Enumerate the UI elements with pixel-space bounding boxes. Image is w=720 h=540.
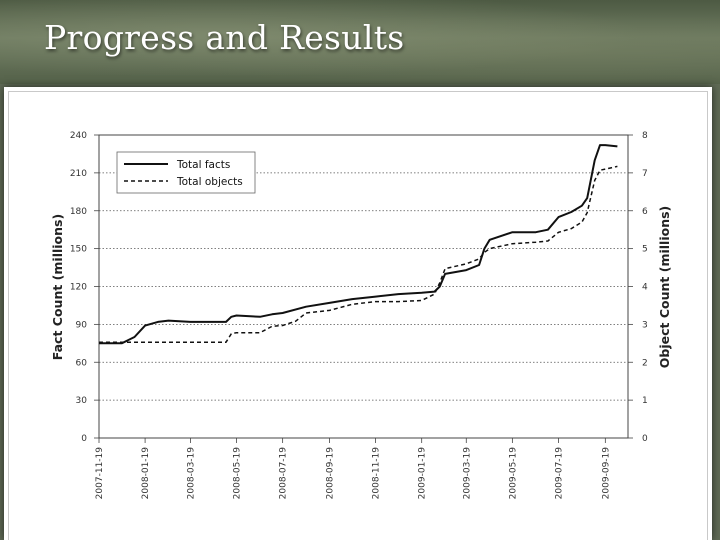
y2-tick-label: 3 (642, 320, 648, 330)
y2-tick-label: 0 (642, 434, 648, 444)
x-tick-label: 2008-01-19 (141, 447, 151, 500)
legend-box (116, 151, 256, 194)
y-tick-label: 60 (76, 358, 88, 368)
y2-tick-label: 6 (642, 207, 648, 217)
y-tick-label: 90 (76, 320, 88, 330)
y-tick-label: 0 (81, 434, 87, 444)
x-tick-label: 2009-05-19 (508, 447, 518, 500)
y-tick-label: 30 (76, 396, 88, 406)
y-tick-label: 150 (70, 245, 87, 255)
y-axis-title: Fact Count (millions) (50, 214, 65, 360)
x-tick-label: 2008-11-19 (372, 447, 382, 500)
y2-tick-label: 4 (642, 283, 648, 293)
x-tick-label: 2008-07-19 (279, 447, 289, 500)
series-line-total-objects (99, 165, 618, 343)
slide-title: Progress and Results (44, 18, 405, 57)
y-tick-label: 240 (70, 131, 87, 141)
legend-label-facts: Total facts (176, 159, 230, 171)
y-tick-label: 120 (70, 283, 87, 293)
x-tick-label: 2009-09-19 (601, 447, 611, 500)
series-line-total-facts (99, 144, 618, 345)
y2-tick-label: 5 (642, 245, 648, 255)
y2-tick-label: 1 (642, 396, 648, 406)
axis-layer: 0 30 60 90 120 150 180 210 240 0 1 2 3 4 5 6 7 8 2007-11-1… (70, 131, 648, 499)
paper-border (8, 91, 708, 540)
x-tick-label: 2007-11-19 (95, 447, 105, 500)
y-tick-label: 180 (70, 207, 87, 217)
y2-tick-label: 7 (642, 169, 648, 179)
x-tick-label: 2009-07-19 (554, 447, 564, 500)
y2-tick-label: 8 (642, 131, 648, 141)
legend: Total facts Total objects (116, 151, 256, 194)
x-tick-label: 2008-03-19 (186, 447, 196, 500)
legend-label-objects: Total objects (176, 176, 243, 188)
x-tick-label: 2009-03-19 (462, 447, 472, 500)
y-tick-label: 210 (70, 169, 87, 179)
x-tick-label: 2008-09-19 (325, 447, 335, 500)
line-layer (99, 144, 618, 345)
y2-axis-title: Object Count (millions) (657, 206, 672, 368)
x-tick-label: 2009-01-19 (418, 447, 428, 500)
title-banner: Progress and Results (0, 0, 720, 84)
x-tick-label: 2008-05-19 (233, 447, 243, 500)
y2-tick-label: 2 (642, 358, 648, 368)
grid-layer (99, 172, 628, 401)
